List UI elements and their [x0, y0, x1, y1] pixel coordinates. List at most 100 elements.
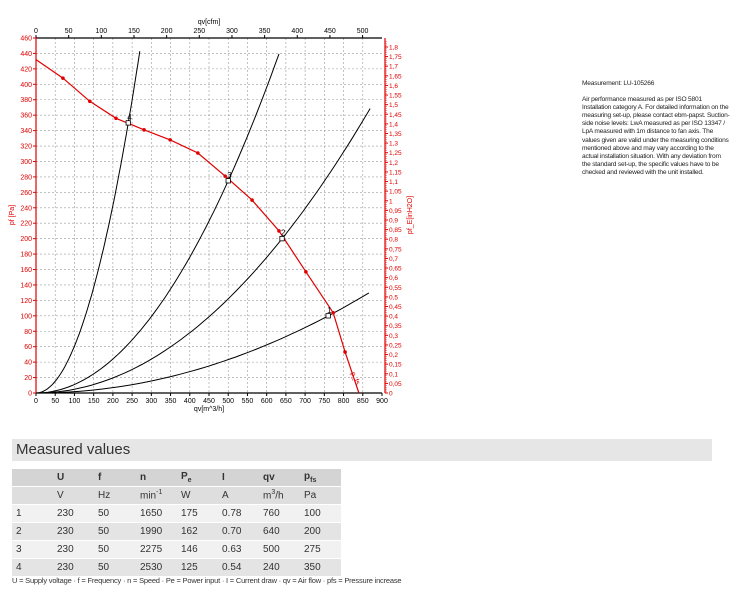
y2-tick-label: 0,15 [389, 362, 402, 369]
system-curve-1 [36, 292, 370, 394]
table-cell: 100 [300, 505, 341, 522]
operating-point-4 [125, 120, 131, 126]
x-tick-label: 650 [280, 398, 292, 405]
fan-curve-marker [343, 350, 347, 354]
table-cell: 162 [177, 523, 218, 540]
table-cell: f [94, 469, 136, 486]
operating-point-2 [279, 236, 285, 242]
y-tick-label: 220 [20, 221, 32, 228]
y2-tick-label: 1,2 [389, 160, 398, 167]
y-tick-label: 140 [20, 282, 32, 289]
table-cell: 2275 [136, 541, 177, 558]
y-tick-label: 60 [24, 344, 32, 351]
y2-tick-label: 0,55 [389, 285, 402, 292]
x-tick-label: 900 [376, 398, 388, 405]
x-tick-label: 0 [34, 398, 38, 405]
y2-tick-label: 1,55 [389, 93, 402, 100]
table-cell: 350 [300, 559, 341, 576]
y2-tick-label: 0,75 [389, 246, 402, 253]
table-cell: 760 [259, 505, 300, 522]
table-row: 3 230 50 2275 146 0.63 500 275 [12, 541, 341, 558]
table-cell: 500 [259, 541, 300, 558]
table-cell: A [218, 487, 259, 504]
table-cell: 275 [300, 541, 341, 558]
x2-tick-label: 350 [259, 28, 271, 35]
table-cell: 50 [94, 541, 136, 558]
y-tick-label: 180 [20, 252, 32, 259]
y2-tick-label: 0,25 [389, 342, 402, 349]
table-cell [12, 469, 53, 486]
table-cell: 2 [12, 523, 53, 540]
x2-tick-label: 250 [193, 28, 205, 35]
table-cell: 50 [94, 559, 136, 576]
y-axis-label: pf [Pa] [9, 205, 16, 225]
operating-point-label: 3 [227, 171, 232, 180]
fan-curve-marker [250, 198, 254, 202]
y2-tick-label: 1,1 [389, 179, 398, 186]
table-cell: 146 [177, 541, 218, 558]
table-cell: 230 [53, 505, 94, 522]
table-cell: 2530 [136, 559, 177, 576]
y-tick-label: 120 [20, 298, 32, 305]
table-cell: 175 [177, 505, 218, 522]
x-tick-label: 850 [357, 398, 369, 405]
measurement-id: Measurement: LU-105266 [582, 80, 655, 87]
y2-tick-label: 0,1 [389, 371, 398, 378]
y2-tick-label: 1,15 [389, 169, 402, 176]
x2-tick-label: 500 [357, 28, 369, 35]
x2-tick-label: 450 [324, 28, 336, 35]
fan-curve-marker [88, 99, 92, 104]
x2-tick-label: 0 [34, 28, 38, 35]
system-curve-3 [35, 53, 280, 394]
y2-tick-label: 1,05 [389, 189, 402, 196]
x-tick-label: 600 [261, 398, 273, 405]
table-row: 1 230 50 1650 175 0.78 760 100 [12, 505, 341, 522]
y2-tick-label: 0 [389, 391, 393, 398]
y-tick-label: 100 [20, 313, 32, 320]
measurement-note: Measurement: LU-105266 Air performance m… [582, 80, 730, 177]
y-tick-label: 160 [20, 267, 32, 274]
x-tick-label: 450 [203, 398, 215, 405]
x-tick-label: 500 [222, 398, 234, 405]
x2-axis-label: qv[cfm] [198, 19, 221, 26]
fan-curve-marker [277, 229, 281, 233]
fan-curve-marker [61, 76, 65, 80]
table-cell: 0.70 [218, 523, 259, 540]
x-tick-label: 400 [184, 398, 196, 405]
fan-curve-marker [331, 310, 335, 315]
table-cell: 1650 [136, 505, 177, 522]
table-cell: 125 [177, 559, 218, 576]
y-tick-label: 360 [20, 113, 32, 120]
x2-tick-label: 150 [128, 28, 140, 35]
table-cell: 0.78 [218, 505, 259, 522]
y2-tick-label: 1,35 [389, 131, 402, 138]
y2-tick-label: 1,6 [389, 83, 398, 90]
y-tick-label: 320 [20, 144, 32, 151]
x-tick-label: 150 [88, 398, 100, 405]
x-tick-label: 250 [126, 398, 138, 405]
table-cell: 230 [53, 541, 94, 558]
x-tick-label: 750 [318, 398, 330, 405]
x-tick-label: 300 [145, 398, 157, 405]
table-cell: 50 [94, 523, 136, 540]
y-tick-label: 300 [20, 159, 32, 166]
table-cell: 4 [12, 559, 53, 576]
fan-curve-marker [223, 174, 227, 178]
table-cell: Pe [177, 469, 218, 486]
y2-axis-label: pf_E[inH2O] [407, 196, 414, 234]
y-tick-label: 280 [20, 174, 32, 181]
x-tick-label: 50 [51, 398, 59, 405]
table-cell: Hz [94, 487, 136, 504]
y2-tick-label: 0,7 [389, 256, 398, 263]
x2-tick-label: 50 [65, 28, 73, 35]
fan-curve-marker [304, 270, 308, 274]
x2-tick-label: 200 [161, 28, 173, 35]
table-cell: 240 [259, 559, 300, 576]
table-cell: 0.63 [218, 541, 259, 558]
y2-tick-label: 0,6 [389, 275, 398, 282]
table-cell: m3/h [259, 487, 300, 504]
y2-tick-label: 0,8 [389, 237, 398, 244]
